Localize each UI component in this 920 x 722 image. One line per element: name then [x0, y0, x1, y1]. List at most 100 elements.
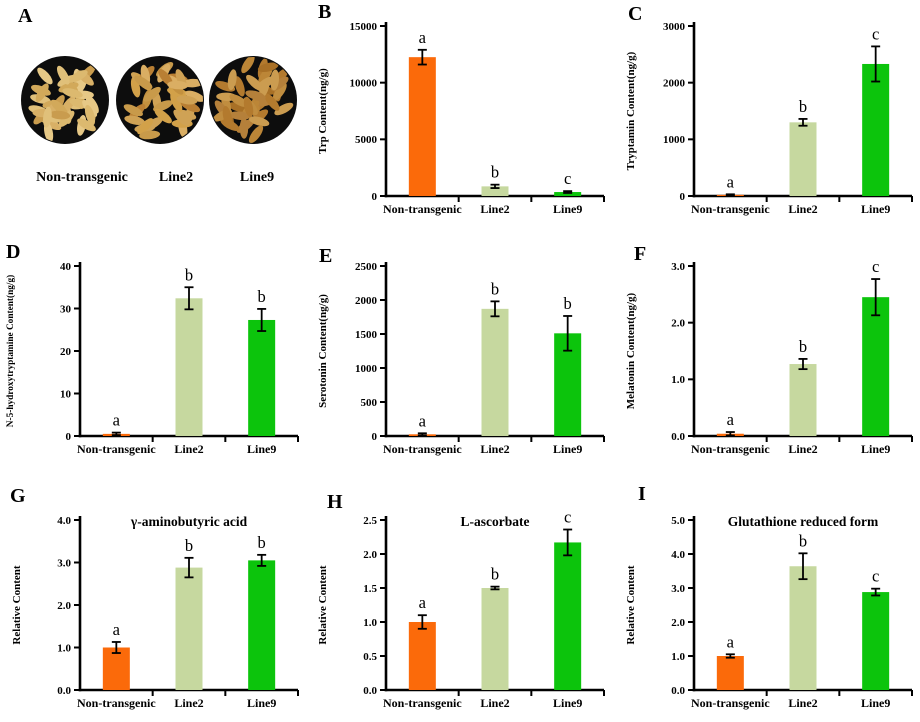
seed-photo-label: Line9 [240, 170, 274, 185]
y-tick-label: 3.0 [57, 557, 71, 569]
x-category-label: Non-transgenic [383, 202, 462, 216]
seed-grain [84, 105, 96, 126]
chart-title: γ-aminobutyric acid [130, 514, 248, 529]
y-tick-label: 0 [372, 191, 378, 203]
y-tick-label: 0.0 [57, 685, 71, 697]
seed-grain [68, 70, 88, 83]
y-tick-label: 0 [372, 431, 378, 443]
n5-hydroxytryptamine-chart: 0 10 20 30 40 N-5-hydroxytryptamine Content(n… [5, 261, 299, 456]
x-category-label: Non-transgenic [691, 696, 770, 710]
x-category-label: Line9 [861, 696, 890, 710]
y-tick-label: 2000 [355, 295, 378, 307]
y-tick-label: 1000 [663, 134, 686, 146]
x-category-label: Line9 [247, 442, 276, 456]
seed-grain [248, 116, 270, 127]
seed-grain [173, 109, 190, 126]
seed-cluster [28, 64, 99, 143]
panel-b-trp-content-chart: B 0 5000 10000 15000 Trp Content(ng/g) a Non-t… [306, 0, 612, 236]
bar-line2 [789, 364, 817, 436]
y-tick-label: 30 [60, 303, 72, 315]
seed-grain [170, 92, 183, 113]
bar-line2 [175, 298, 203, 436]
y-tick-label: 1.0 [671, 374, 685, 386]
significance-letter: b [258, 533, 266, 552]
seed-grain [158, 69, 173, 87]
y-axis-title: Melatonin Content(ng/g) [625, 292, 637, 409]
y-tick-label: 3.0 [671, 583, 685, 595]
significance-letter: a [419, 593, 427, 612]
panel-e-serotonin-chart: E 0 500 1000 1500 2000 2500 Serotonin Content(… [306, 240, 612, 476]
y-axis-title: Relative Content [317, 565, 329, 644]
y-tick-label: 3.0 [671, 261, 685, 273]
y-tick-label: 1000 [355, 363, 378, 375]
significance-letter: a [113, 411, 121, 430]
bar-line2 [789, 122, 817, 196]
bar-line2 [481, 588, 509, 690]
x-category-label: Line9 [861, 442, 890, 456]
x-category-label: Non-transgenic [77, 696, 156, 710]
seed-photo-label: Line2 [159, 170, 193, 185]
seed-grain [234, 76, 245, 97]
significance-letter: a [727, 172, 735, 191]
panel-letter-e: E [319, 245, 333, 267]
seed-grain [185, 90, 203, 102]
panel-i-glutathione-chart: I Glutathione reduced form 0.0 1.0 2.0 3.0 4.… [614, 484, 920, 722]
panel-d-n5-hydroxytryptamine-chart: D 0 10 20 30 40 N-5-hydroxytryptamine Content… [0, 240, 306, 476]
y-tick-label: 4.0 [57, 515, 71, 527]
y-axis-title: Trp Content(ng/g) [317, 68, 329, 154]
bar-line2 [481, 186, 509, 196]
seed-grain [274, 102, 294, 116]
seed-grain [229, 94, 249, 108]
x-category-label: Line2 [174, 442, 203, 456]
chart-title: Glutathione reduced form [728, 514, 879, 529]
x-category-label: Non-transgenic [691, 442, 770, 456]
bar-non-transgenic [102, 647, 130, 690]
significance-letter: b [799, 97, 807, 116]
y-tick-label: 5.0 [671, 515, 685, 527]
seed-grain [154, 108, 172, 124]
chart-title: L-ascorbate [461, 514, 530, 529]
seed-grain [37, 67, 53, 85]
y-tick-label: 2.5 [363, 515, 377, 527]
bar-line2 [481, 308, 509, 436]
y-axis-title: Tryptamin Content(ng/g) [625, 51, 637, 170]
x-category-label: Line2 [480, 202, 509, 216]
seed-grain [229, 111, 251, 120]
seed-cluster [123, 62, 203, 140]
seed-grain [50, 99, 68, 116]
panel-letter-f: F [634, 243, 647, 265]
significance-letter: c [872, 257, 879, 276]
seed-grain [222, 106, 232, 127]
bar-non-transgenic [408, 57, 436, 196]
trp-content-chart: 0 5000 10000 15000 Trp Content(ng/g) a Non-tra… [317, 21, 605, 216]
x-category-label: Non-transgenic [383, 442, 462, 456]
seed-grain [257, 62, 279, 73]
x-category-label: Line2 [788, 202, 817, 216]
y-tick-label: 15000 [350, 21, 378, 33]
seed-grain [264, 93, 280, 111]
seed-grain [62, 88, 83, 98]
seed-photo-label: Non-transgenic [36, 170, 128, 185]
seed-grain [227, 69, 237, 91]
bar-line2 [175, 567, 203, 690]
y-tick-label: 1500 [355, 329, 378, 341]
x-category-label: Line9 [861, 202, 890, 216]
significance-letter: b [185, 536, 193, 555]
seed-grain [137, 118, 154, 135]
panel-letter-i: I [638, 483, 646, 505]
significance-letter: b [799, 337, 807, 356]
bar-line9 [554, 192, 582, 196]
panel-f-melatonin-chart: F 0.0 1.0 2.0 3.0 Melatonin Content(ng/g) a No… [614, 240, 920, 476]
bar-non-transgenic [408, 622, 436, 690]
y-tick-label: 0 [680, 191, 686, 203]
panel-g-gaba-chart: G γ-aminobutyric acid 0.0 1.0 2.0 3.0 4.0 Rela… [0, 484, 306, 722]
tryptamin-content-chart: 0 1000 2000 3000 Tryptamin Content(ng/g) a Non… [625, 21, 913, 216]
x-category-label: Line2 [174, 696, 203, 710]
seed-grain [49, 110, 71, 120]
panel-letter-g: G [10, 485, 26, 507]
panel-letter-h: H [327, 491, 343, 513]
gaba-chart: γ-aminobutyric acid 0.0 1.0 2.0 3.0 4.0 Relati… [11, 514, 299, 710]
y-tick-label: 0.0 [363, 685, 377, 697]
x-category-label: Line9 [247, 696, 276, 710]
seed-photos-graphic: Non-transgenic Line2 Line9 [21, 56, 297, 185]
